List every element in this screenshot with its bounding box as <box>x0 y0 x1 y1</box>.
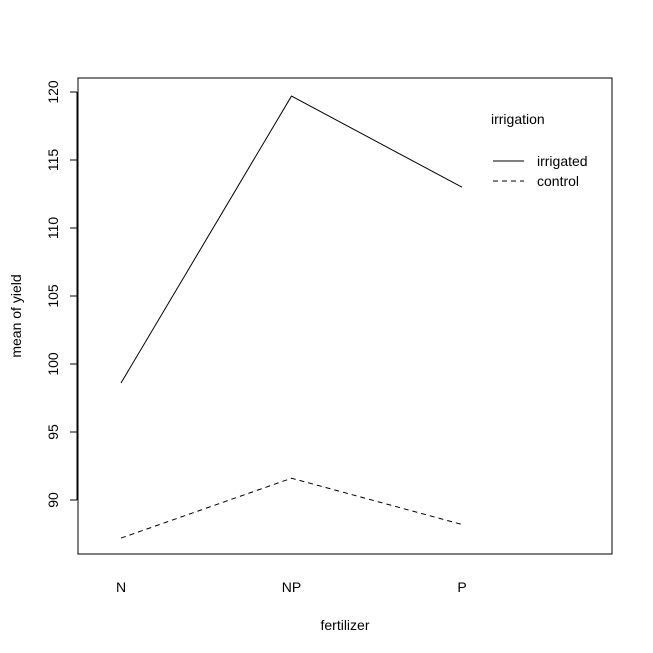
y-tick-label: 110 <box>45 217 61 240</box>
series-layer <box>120 95 463 539</box>
x-tick-label: N <box>116 579 126 595</box>
y-axis: 90 95 100 105 110 115 120 <box>45 80 78 508</box>
legend-label-control: control <box>537 173 579 189</box>
y-tick-label: 115 <box>45 149 61 172</box>
plot-box <box>77 77 613 555</box>
y-tick-label: 95 <box>45 424 61 440</box>
legend: irrigation irrigated control <box>491 111 588 189</box>
series-line-control <box>120 477 463 539</box>
x-tick-label: NP <box>282 579 301 595</box>
series-line-irrigated <box>120 95 463 384</box>
y-axis-title: mean of yield <box>8 274 24 357</box>
legend-title: irrigation <box>491 111 545 127</box>
x-axis-title: fertilizer <box>320 617 369 633</box>
y-tick-label: 90 <box>45 492 61 508</box>
x-axis: N NP P <box>116 579 467 595</box>
legend-label-irrigated: irrigated <box>537 153 588 169</box>
y-tick-label: 100 <box>45 352 61 376</box>
x-tick-label: P <box>457 579 466 595</box>
y-tick-label: 105 <box>45 284 61 308</box>
y-tick-label: 120 <box>45 80 61 104</box>
